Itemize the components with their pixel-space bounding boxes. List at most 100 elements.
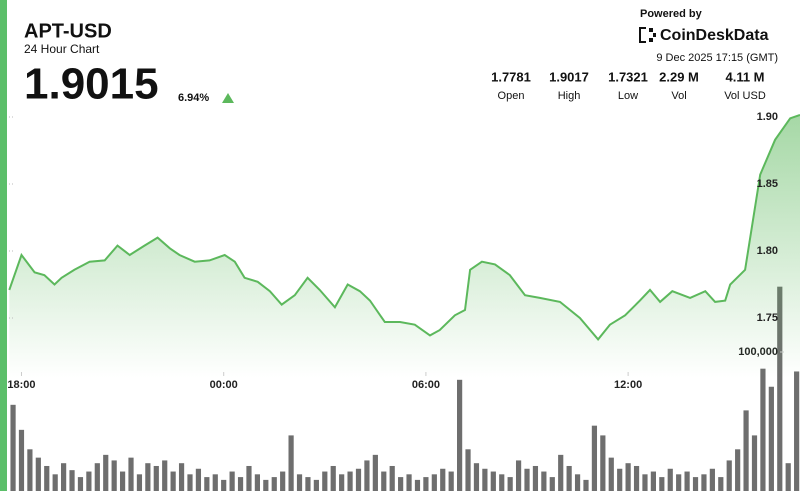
volume-bar [642, 474, 648, 491]
stat-value: 4.11 M [725, 69, 764, 84]
brand: CoinDeskData [660, 27, 769, 44]
volume-bar [600, 435, 606, 491]
volume-bar [507, 477, 513, 491]
y-tick-label: 1.80 [757, 245, 778, 257]
volume-bar [726, 460, 732, 491]
volume-bar [296, 474, 303, 491]
volume-bar [27, 449, 33, 491]
subtitle: 24 Hour Chart [24, 42, 100, 56]
stat-label: Vol USD [724, 90, 766, 102]
volume-bar [785, 463, 791, 491]
stat-value: 1.9017 [549, 69, 589, 84]
stat-value: 1.7321 [608, 69, 648, 84]
volume-bar [313, 479, 319, 491]
volume-bar [777, 286, 783, 491]
volume-bar [128, 457, 134, 491]
x-tick-label: 06:00 [412, 379, 440, 391]
y-tick-label: 1.75 [757, 312, 778, 324]
volume-bar [735, 449, 741, 491]
plot: 100,00018:0000:0006:0012:001.901.851.801… [7, 111, 800, 491]
volume-bar [692, 477, 699, 491]
volume-bar [229, 471, 235, 491]
volume-bar [372, 454, 378, 491]
volume-bar [204, 477, 210, 491]
volume-bar [35, 457, 41, 491]
volume-bar [77, 477, 84, 491]
volume-bar [473, 463, 480, 491]
volume-bar [583, 479, 589, 491]
volume-bar [423, 477, 429, 491]
price: 1.9015 [24, 60, 159, 109]
stat-value: 2.29 M [659, 69, 699, 84]
up-arrow [222, 93, 234, 103]
volume-bar [490, 471, 496, 491]
volume-bar [153, 465, 159, 491]
volume-bar [263, 479, 269, 491]
volume-bar [389, 465, 395, 491]
x-tick-label: 00:00 [210, 379, 238, 391]
volume-bar [440, 468, 446, 491]
volume-bar [633, 465, 640, 491]
volume-bar [195, 468, 202, 491]
x-tick-label: 18:00 [7, 379, 35, 391]
volume-bar [650, 471, 656, 491]
volume-bar [145, 463, 151, 491]
volume-bar [667, 468, 673, 491]
volume-bar [322, 471, 328, 491]
volume-bar [709, 468, 715, 491]
x-tick-label: 12:00 [614, 379, 642, 391]
volume-bar [625, 463, 631, 491]
volume-bar [330, 465, 336, 491]
volume-bar [187, 474, 193, 491]
accent-stripe [0, 0, 7, 491]
stat-label: High [558, 90, 581, 102]
volume-bar [608, 457, 614, 491]
price-line [8, 114, 800, 341]
volume-bar [280, 471, 286, 491]
volume-bar [406, 474, 412, 491]
volume-bar [254, 474, 260, 491]
stats: 1.7781 Open 1.9017 High 1.7321 Low 2.29 M Vol 4.… [491, 69, 766, 101]
volume-bar [524, 468, 530, 491]
volume-bar [237, 477, 244, 491]
volume-bar [431, 474, 437, 491]
volume-bar [591, 425, 598, 491]
y-tick-label: 1.90 [757, 111, 778, 123]
volume-bar [515, 460, 522, 491]
volume-bar [162, 460, 168, 491]
volume-bar [212, 474, 218, 491]
powered-by: Powered by [640, 8, 703, 20]
volume-bar [499, 474, 505, 491]
volume-bar [288, 435, 294, 491]
brand-logo [639, 27, 656, 43]
volume-bar [339, 474, 345, 491]
volume-bar [532, 465, 539, 491]
volume-bar [364, 460, 370, 491]
volume-bar [52, 474, 58, 491]
volume-bar [684, 471, 690, 491]
stat-label: Open [498, 90, 525, 102]
volume-bar [414, 479, 421, 491]
volume-bar [10, 404, 16, 491]
volume-bar [718, 477, 724, 491]
volume-bar [221, 479, 227, 491]
y-tick-label: 1.85 [757, 178, 778, 190]
volume-bar [760, 368, 766, 491]
volume-bar [347, 471, 353, 491]
volume-bar [44, 465, 50, 491]
volume-bar [355, 468, 362, 491]
area [9, 115, 800, 378]
stat-label: Vol [671, 90, 686, 102]
volume-bar [18, 429, 25, 491]
volume-bar [566, 465, 572, 491]
volume-bar [457, 379, 463, 491]
change: 6.94% [178, 92, 209, 104]
volume-bar [794, 371, 800, 491]
timestamp: 9 Dec 2025 17:15 (GMT) [656, 52, 778, 64]
volume-bar [111, 460, 117, 491]
volume-bar [119, 471, 126, 491]
volume-bar [465, 449, 471, 491]
volume-bar [170, 471, 176, 491]
volume-bar [271, 477, 277, 491]
